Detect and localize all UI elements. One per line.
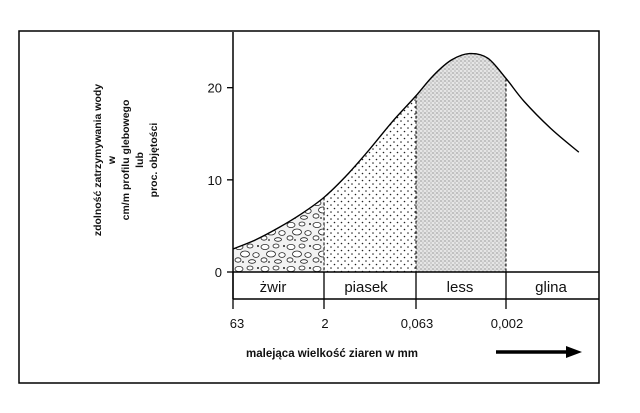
fill-zwir <box>233 197 324 272</box>
y-label-line-3: cm/m profilu glebowego <box>120 100 132 221</box>
y-ticks: 0 10 20 <box>208 81 233 280</box>
y-label-line-1: zdolność zatrzymywania wody <box>92 84 104 236</box>
series-curve <box>232 52 580 250</box>
y-tick-label-20: 20 <box>208 81 222 96</box>
y-label-line-2: w <box>106 155 118 165</box>
fill-piasek <box>324 95 416 272</box>
band-label-less: less <box>447 279 474 296</box>
x-tick-label-0002: 0,002 <box>491 316 524 331</box>
direction-arrow-icon <box>496 346 582 358</box>
x-tick-label-63: 63 <box>230 316 244 331</box>
band-label-piasek: piasek <box>344 279 388 296</box>
band-label-zwir: żwir <box>260 279 287 296</box>
figure-frame <box>18 30 600 384</box>
x-tick-label-0063: 0,063 <box>401 316 434 331</box>
x-tick-label-2: 2 <box>321 316 328 331</box>
y-label-line-5: proc. objętości <box>148 123 160 198</box>
x-ticks <box>232 272 507 309</box>
fill-less <box>416 53 506 272</box>
y-axis-label: zdolność zatrzymywania wody w cm/m profi… <box>92 84 160 236</box>
y-tick-label-0: 0 <box>215 265 222 280</box>
x-axis-label: malejąca wielkość ziaren w mm <box>246 348 418 360</box>
y-label-line-4: lub <box>134 152 146 168</box>
y-tick-label-10: 10 <box>208 173 222 188</box>
band-label-glina: glina <box>535 279 567 296</box>
